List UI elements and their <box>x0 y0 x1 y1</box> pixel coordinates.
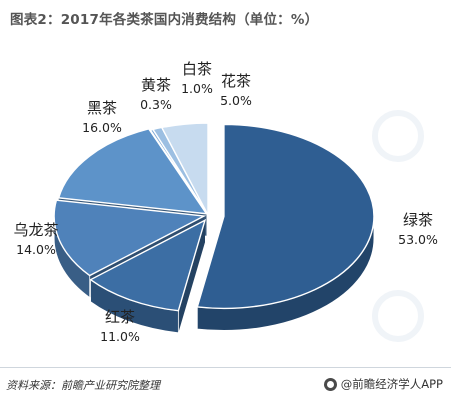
pie-slice-0 <box>196 123 375 310</box>
watermark-icon <box>372 290 424 342</box>
pie-wall-1 <box>178 220 206 333</box>
slice-label-2: 乌龙茶 14.0% <box>13 221 58 257</box>
pie-slice-6 <box>160 122 209 216</box>
brand-icon <box>323 377 337 391</box>
brand-label: @前瞻经济学人APP <box>340 377 443 391</box>
slice-label-1: 红茶 11.0% <box>100 308 140 344</box>
pie-slice-3 <box>57 128 208 215</box>
pie-labels: 绿茶 53.0% 红茶 11.0% 乌龙茶 14.0% 黑茶 16.0% 黄茶 0.3% 白茶 1.0… <box>13 60 437 344</box>
slice-label-0: 绿茶 53.0% <box>398 211 438 247</box>
source-note: 资料来源：前瞻产业研究院整理 <box>6 379 160 392</box>
watermark-icon <box>372 110 424 162</box>
brand-credit: @前瞻经济学人APP <box>323 376 443 392</box>
pie-tops <box>53 122 375 312</box>
slice-label-3: 黑茶 16.0% <box>82 99 122 135</box>
footer-divider <box>0 367 451 368</box>
chart-title: 图表2：2017年各类茶国内消费结构（单位：%） <box>10 12 319 28</box>
pie-slice-2 <box>53 199 207 277</box>
slice-label-5: 白茶 1.0% <box>181 60 213 96</box>
slice-label-6: 花茶 5.0% <box>220 72 252 108</box>
pie-slice-1 <box>89 218 207 312</box>
slice-label-4: 黄茶 0.3% <box>140 76 172 112</box>
